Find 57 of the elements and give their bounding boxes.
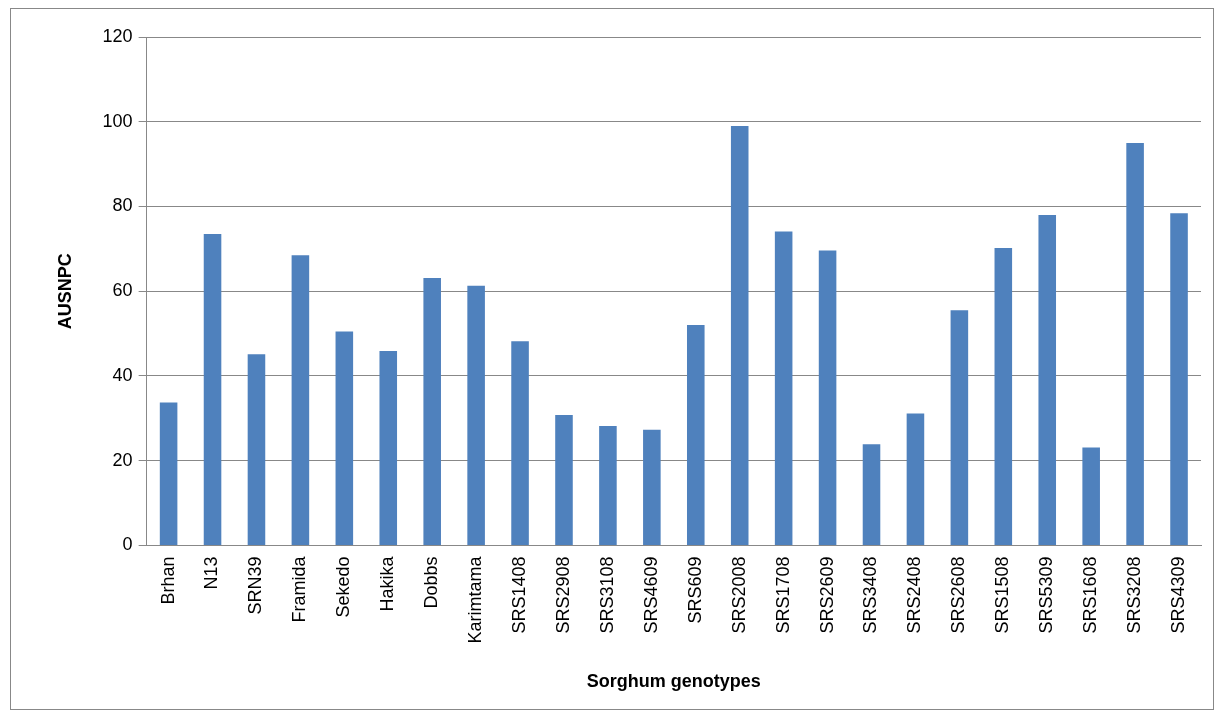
x-tick-label: SRS1508 bbox=[992, 556, 1013, 634]
x-tick-label: SRS4609 bbox=[640, 556, 661, 634]
x-axis-title: Sorghum genotypes bbox=[586, 671, 761, 692]
y-tick-label: 0 bbox=[122, 534, 133, 555]
x-tick-label: N13 bbox=[201, 556, 222, 590]
x-tick-label: Sekedo bbox=[333, 556, 354, 618]
x-tick-label: Karimtama bbox=[465, 555, 486, 644]
x-tick-label: SRS609 bbox=[684, 556, 705, 624]
bar bbox=[1170, 213, 1188, 545]
bar bbox=[555, 414, 573, 545]
bar bbox=[291, 255, 310, 545]
bar bbox=[1082, 447, 1100, 545]
x-tick-label: SRS5309 bbox=[1036, 556, 1057, 634]
y-tick-label: 40 bbox=[112, 364, 133, 385]
bar bbox=[1038, 214, 1057, 545]
y-tick-label: 100 bbox=[102, 110, 133, 131]
x-tick-label: Hakika bbox=[377, 555, 398, 612]
bar bbox=[730, 125, 749, 545]
bar bbox=[818, 250, 837, 545]
x-tick-label: SRS3208 bbox=[1124, 556, 1145, 634]
x-tick-label: SRS1608 bbox=[1080, 556, 1101, 634]
bar bbox=[643, 429, 661, 545]
bar bbox=[379, 350, 398, 545]
bar bbox=[774, 231, 793, 545]
bar bbox=[906, 413, 925, 545]
bar bbox=[335, 331, 354, 545]
x-tick-label: SRS3108 bbox=[596, 556, 617, 634]
x-tick-label: Dobbs bbox=[421, 556, 442, 609]
y-tick-label: 80 bbox=[112, 195, 133, 216]
y-tick-label: 20 bbox=[112, 449, 133, 470]
bar bbox=[599, 425, 617, 545]
x-tick-label: SRS2908 bbox=[552, 556, 573, 634]
x-tick-label: SRN39 bbox=[245, 556, 266, 615]
x-tick-label: SRS2609 bbox=[816, 556, 837, 634]
x-tick-label: SRS1408 bbox=[509, 556, 530, 634]
x-tick-label: SRS2408 bbox=[904, 556, 925, 634]
bar bbox=[687, 325, 705, 545]
bar bbox=[994, 247, 1013, 545]
bar bbox=[467, 285, 485, 545]
y-axis-title: AUSNPC bbox=[54, 253, 75, 330]
bar bbox=[159, 402, 178, 545]
bar bbox=[423, 278, 441, 545]
bar bbox=[511, 341, 529, 545]
bar bbox=[247, 354, 266, 545]
bar bbox=[203, 234, 222, 545]
x-tick-label: SRS1708 bbox=[772, 556, 793, 634]
bar bbox=[862, 444, 881, 545]
x-tick-label: Framida bbox=[289, 555, 310, 623]
x-tick-label: SRS3408 bbox=[860, 556, 881, 634]
bar bbox=[1126, 142, 1144, 545]
x-tick-label: SRS4309 bbox=[1168, 556, 1188, 634]
y-tick-label: 120 bbox=[102, 25, 133, 46]
x-tick-label: Brhan bbox=[157, 556, 178, 605]
x-tick-label: SRS2608 bbox=[948, 556, 969, 634]
x-tick-label: SRS2008 bbox=[728, 556, 749, 634]
bar bbox=[950, 310, 969, 545]
y-tick-label: 60 bbox=[112, 280, 133, 301]
